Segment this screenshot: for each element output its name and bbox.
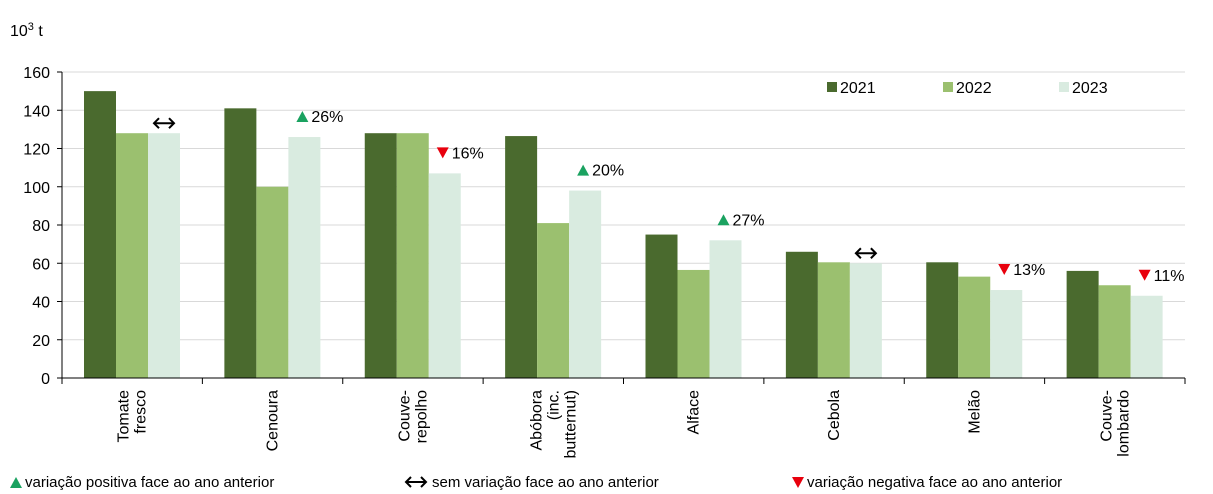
left-right-arrow-icon	[854, 247, 878, 259]
y-tick-label: 120	[23, 142, 50, 159]
bar-2022	[1098, 285, 1131, 378]
y-tick-label: 140	[23, 103, 50, 120]
bar-2021	[926, 262, 959, 378]
bar-2023	[288, 137, 321, 378]
up-triangle-icon	[10, 477, 22, 488]
bar-2021	[364, 133, 397, 378]
y-tick-label: 100	[23, 180, 50, 197]
legend: 2021 2022 2023	[827, 80, 1108, 97]
y-tick-label: 0	[41, 371, 50, 388]
y-tick-label: 60	[32, 256, 50, 273]
bar-2021	[84, 91, 116, 378]
bar-2022	[116, 133, 148, 378]
bar-2021	[645, 234, 678, 378]
bar-2022	[677, 269, 710, 378]
legend-label-2021: 2021	[840, 80, 876, 97]
x-category-label: lombardo	[1115, 390, 1132, 457]
bar-2022	[958, 276, 991, 378]
x-category-label: fresco	[133, 390, 150, 434]
change-label: 16%	[452, 145, 484, 162]
left-right-arrow-icon	[152, 117, 176, 129]
bar-2023	[428, 173, 461, 378]
y-tick-label: 80	[32, 218, 50, 235]
bar-2023	[148, 133, 180, 378]
change-label: 13%	[1013, 262, 1045, 279]
legend-label-2023: 2023	[1072, 80, 1108, 97]
change-annotations: 26% 16% 20% 27% 13% 11%	[152, 109, 1185, 285]
bars	[84, 91, 1163, 379]
bar-2022	[256, 186, 289, 378]
down-triangle-icon	[436, 147, 449, 159]
bar-2021	[785, 251, 818, 378]
bar-2021	[505, 136, 538, 378]
legend-swatch-2023	[1059, 82, 1069, 92]
x-category-label: Couve-	[1098, 390, 1115, 442]
y-tick-label: 40	[32, 295, 50, 312]
axes: 103 t 0 20 40 60 80 100 120 140 160 Tomate fresco Ce…	[10, 21, 1186, 458]
footnote-legend: variação positiva face ao ano anterior se…	[10, 474, 1062, 491]
x-category-label: butternut)	[562, 390, 579, 458]
arrow-head-left	[404, 476, 412, 488]
legend-swatch-2021	[827, 82, 837, 92]
bar-2023	[990, 290, 1023, 378]
bar-2021	[1066, 270, 1099, 378]
x-category-label: Abóbora	[528, 390, 545, 451]
x-category-label: Cenoura	[265, 390, 282, 451]
change-label: 20%	[592, 163, 624, 180]
up-triangle-icon	[717, 214, 730, 226]
up-triangle-icon	[577, 164, 590, 176]
x-category-label: (inc.	[545, 390, 562, 420]
x-category-label: Melão	[966, 390, 983, 434]
bar-2022	[396, 133, 429, 378]
legend-swatch-2022	[943, 82, 953, 92]
change-label: 27%	[733, 212, 765, 229]
down-triangle-icon	[1138, 269, 1151, 281]
x-category-label: Alface	[686, 390, 703, 435]
arrow-head-left	[854, 247, 862, 259]
arrow-head-right	[420, 476, 428, 488]
down-triangle-icon	[998, 264, 1011, 276]
change-label: 11%	[1154, 268, 1185, 285]
x-category-label: Tomate	[116, 390, 133, 443]
arrow-head-left	[152, 117, 160, 129]
bar-2023	[709, 240, 742, 378]
left-right-arrow-icon	[404, 476, 428, 488]
footnote-label: variação positiva face ao ano anterior	[25, 474, 274, 491]
change-label: 26%	[311, 109, 343, 126]
arrow-head-right	[870, 247, 878, 259]
x-category-label: repolho	[413, 390, 430, 443]
bar-2022	[817, 262, 850, 378]
arrow-head-right	[168, 117, 176, 129]
up-triangle-icon	[296, 111, 309, 123]
footnote-label: variação negativa face ao ano anterior	[807, 474, 1062, 491]
legend-label-2022: 2022	[956, 80, 992, 97]
x-category-label: Couve-	[396, 390, 413, 442]
y-tick-label: 20	[32, 333, 50, 350]
y-tick-label: 160	[23, 65, 50, 82]
bar-2023	[849, 263, 882, 378]
bar-2023	[1130, 295, 1163, 378]
y-unit-label: 103 t	[10, 21, 43, 40]
x-category-label: Cebola	[826, 390, 843, 441]
bar-2023	[569, 190, 602, 378]
down-triangle-icon	[792, 477, 804, 488]
bar-2021	[224, 108, 257, 379]
bar-2022	[537, 223, 570, 378]
footnote-label: sem variação face ao ano anterior	[432, 474, 659, 491]
